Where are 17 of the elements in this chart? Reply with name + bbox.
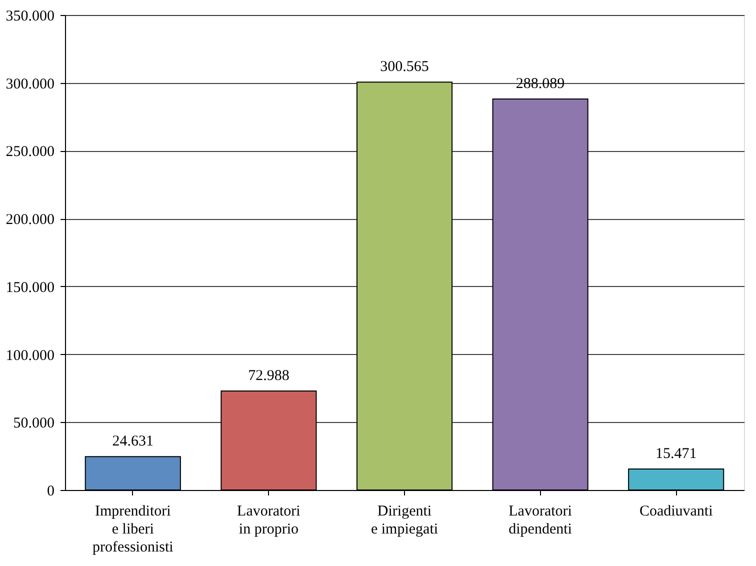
x-tick-label: Dirigenti e impiegati: [370, 504, 438, 538]
y-tick-label: 50.000: [13, 416, 54, 432]
x-tick-label: Imprenditori e liberi professionisti: [92, 504, 174, 556]
x-tick-label: Coadiuvanti: [639, 504, 713, 520]
data-label: 15.471: [655, 446, 697, 462]
y-tick-label: 0: [47, 484, 54, 500]
y-tick-label: 250.000: [6, 144, 54, 160]
y-tick-label: 350.000: [6, 8, 54, 24]
y-tick-label: 300.000: [6, 76, 54, 92]
data-label: 24.631: [112, 434, 154, 450]
y-tick-label: 200.000: [6, 212, 54, 228]
y-tick-label: 100.000: [6, 348, 54, 364]
x-tick-label: Lavoratori in proprio: [237, 504, 300, 538]
data-label: 72.988: [248, 368, 290, 384]
x-tick-label: Lavoratori dipendenti: [508, 504, 572, 538]
y-tick-label: 150.000: [6, 280, 54, 296]
data-label: 300.565: [380, 59, 429, 76]
